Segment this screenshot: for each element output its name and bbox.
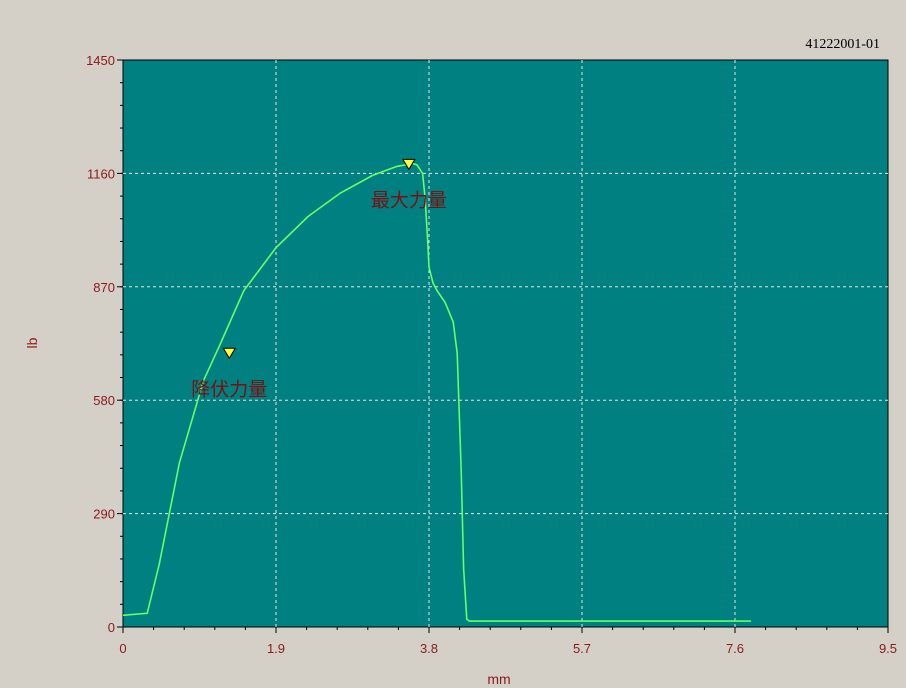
y-tick-label: 1450 [86,53,115,68]
x-tick-label: 0 [119,641,126,656]
annotation-marker [401,158,416,171]
y-tick-label: 1160 [87,166,115,181]
x-tick-label: 5.7 [573,641,591,656]
x-tick-label: 9.5 [879,641,897,656]
y-tick-label: 0 [108,620,115,635]
series-line [122,162,752,622]
grid-lines [123,60,888,627]
y-axis-title: lb [24,337,40,348]
plot-area [122,59,889,628]
annotation-marker [222,347,237,360]
x-tick-label: 3.8 [420,641,438,656]
x-axis-title: mm [487,671,510,687]
annotations: 降伏力量 最大力量 [191,158,447,400]
y-tick-label: 290 [93,507,115,522]
x-tick-label: 7.6 [726,641,744,656]
x-axis-ticks: 0 1.9 3.8 5.7 7.6 9.5 [119,627,897,656]
chart-id-label: 41222001-01 [805,37,880,52]
annotation-label: 降伏力量 [191,378,267,400]
annotation-label: 最大力量 [371,189,447,211]
y-tick-label: 870 [93,280,115,295]
y-tick-label: 580 [93,393,115,408]
y-axis-ticks: 0 290 580 870 1160 1450 [86,53,123,635]
x-tick-label: 1.9 [267,641,285,656]
